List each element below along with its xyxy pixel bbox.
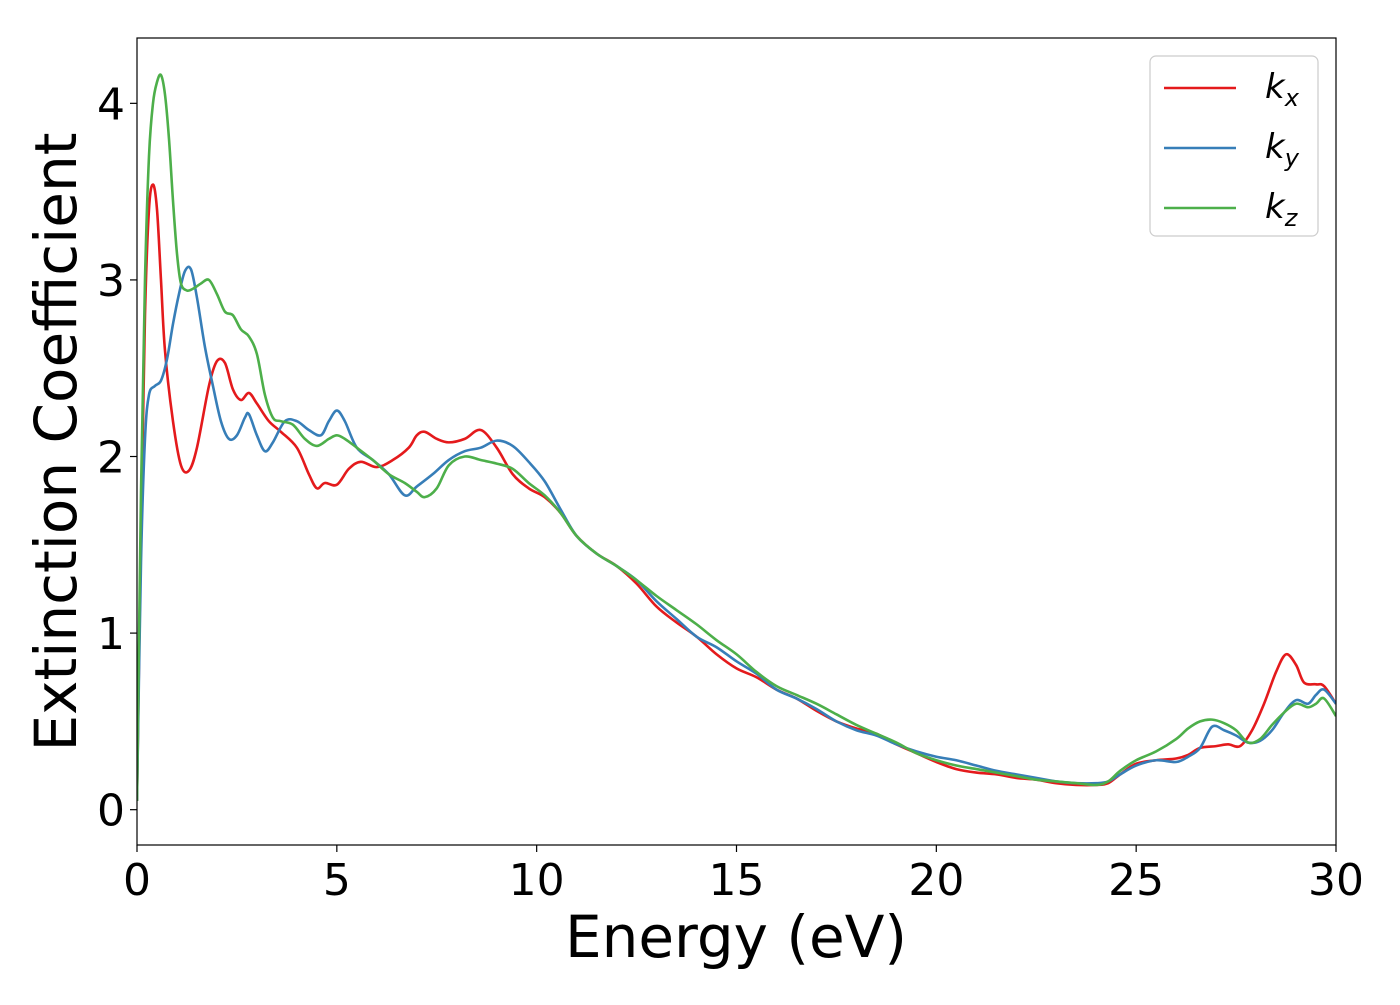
x-tick-label: 15 (709, 855, 765, 906)
x-tick-label: 10 (509, 855, 565, 906)
legend-label-k-y: ky (1265, 127, 1300, 172)
x-tick-label: 30 (1308, 855, 1364, 906)
x-tick-label: 25 (1108, 855, 1164, 906)
legend: kx ky kz (1149, 55, 1319, 237)
legend-label-k-z: kz (1265, 187, 1299, 232)
x-axis: 0 5 10 15 20 25 30 (123, 845, 1364, 906)
x-tick-label: 20 (908, 855, 964, 906)
series-line-k-z (137, 73, 1336, 801)
y-axis-title: Extinction Coefficient (22, 133, 90, 752)
legend-box (1149, 55, 1319, 237)
series-line-k-x (137, 183, 1336, 801)
x-tick-label: 5 (323, 855, 351, 906)
legend-entries: kx ky kz (1164, 67, 1300, 232)
y-tick-label: 3 (97, 256, 125, 307)
y-tick-label: 0 (97, 786, 125, 837)
y-tick-label: 4 (97, 79, 125, 130)
y-tick-label: 2 (97, 433, 125, 484)
y-axis: 0 1 2 3 4 (97, 79, 137, 837)
legend-label-k-x: kx (1265, 67, 1300, 112)
y-tick-label: 1 (97, 609, 125, 660)
plot-area (137, 73, 1336, 801)
x-axis-title: Energy (eV) (565, 903, 907, 971)
series-line-k-y (137, 265, 1336, 801)
x-tick-label: 0 (123, 855, 151, 906)
